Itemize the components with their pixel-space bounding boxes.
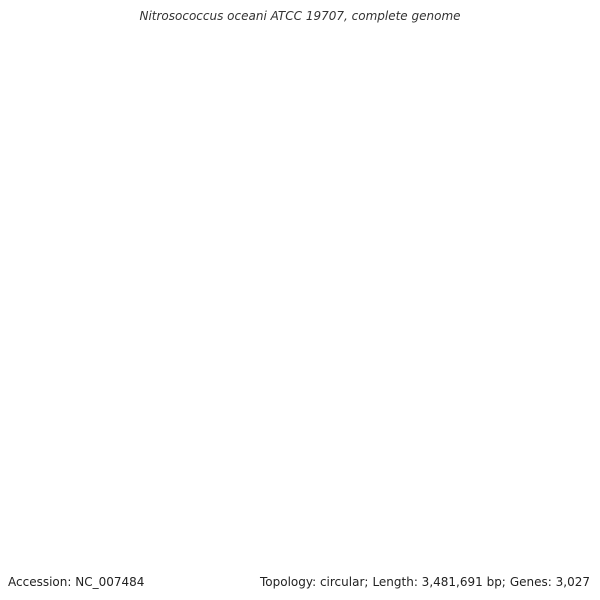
length-text: Length: 3,481,691 bp; (372, 575, 506, 589)
genes-count-text: Genes: 3,027 (509, 575, 590, 589)
map-title: Nitrosococcus oceani ATCC 19707, complet… (139, 9, 461, 23)
topology-text: Topology: circular; (259, 575, 369, 589)
accession-text: Accession: NC_007484 (8, 575, 145, 589)
genome-summary: Topology: circular; Length: 3,481,691 bp;… (260, 575, 590, 589)
